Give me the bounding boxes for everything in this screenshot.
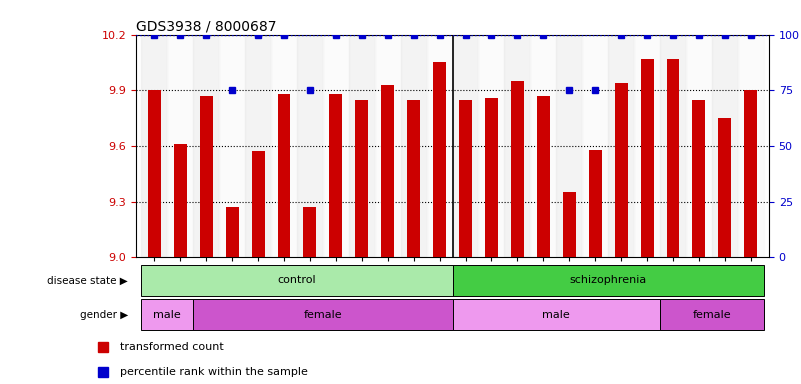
Bar	[245, 35, 271, 257]
Text: transformed count: transformed count	[119, 341, 223, 352]
Text: control: control	[278, 275, 316, 285]
Text: GDS3938 / 8000687: GDS3938 / 8000687	[136, 20, 276, 33]
Bar	[141, 35, 167, 257]
Bar	[271, 35, 297, 257]
Bar	[193, 300, 453, 330]
Bar	[530, 35, 557, 257]
Bar	[641, 59, 654, 257]
Bar	[304, 207, 316, 257]
Bar	[660, 35, 686, 257]
Bar	[167, 35, 193, 257]
Bar	[666, 59, 679, 257]
Bar	[453, 35, 478, 257]
Bar	[686, 35, 712, 257]
Bar	[485, 98, 498, 257]
Bar	[174, 144, 187, 257]
Text: gender ▶: gender ▶	[80, 310, 128, 320]
Bar	[692, 99, 706, 257]
Bar	[744, 90, 757, 257]
Bar	[356, 99, 368, 257]
Text: female: female	[304, 310, 342, 320]
Bar	[557, 35, 582, 257]
Bar	[582, 35, 608, 257]
Text: female: female	[693, 310, 731, 320]
Bar	[329, 94, 342, 257]
Bar	[407, 99, 421, 257]
Bar	[738, 35, 764, 257]
Bar	[608, 35, 634, 257]
Text: male: male	[154, 310, 181, 320]
Text: schizophrenia: schizophrenia	[570, 275, 646, 285]
Bar	[563, 192, 576, 257]
Bar	[634, 35, 660, 257]
Bar	[348, 35, 375, 257]
Bar	[199, 96, 213, 257]
Bar	[323, 35, 348, 257]
Bar	[712, 35, 738, 257]
Bar	[375, 35, 400, 257]
Bar	[277, 94, 291, 257]
Bar	[614, 83, 628, 257]
Bar	[141, 300, 193, 330]
Text: disease state ▶: disease state ▶	[47, 275, 128, 285]
Bar	[478, 35, 505, 257]
Bar	[381, 84, 394, 257]
Bar	[427, 35, 453, 257]
Bar	[453, 265, 764, 296]
Bar	[537, 96, 549, 257]
Bar	[297, 35, 323, 257]
Bar	[400, 35, 427, 257]
Bar	[193, 35, 219, 257]
Bar	[433, 62, 446, 257]
Bar	[459, 99, 472, 257]
Bar	[511, 81, 524, 257]
Bar	[226, 207, 239, 257]
Bar	[148, 90, 161, 257]
Bar	[718, 118, 731, 257]
Bar	[505, 35, 530, 257]
Text: percentile rank within the sample: percentile rank within the sample	[119, 366, 308, 377]
Bar	[660, 300, 764, 330]
Bar	[141, 265, 453, 296]
Text: male: male	[542, 310, 570, 320]
Bar	[252, 151, 264, 257]
Bar	[219, 35, 245, 257]
Bar	[453, 300, 660, 330]
Bar	[589, 150, 602, 257]
